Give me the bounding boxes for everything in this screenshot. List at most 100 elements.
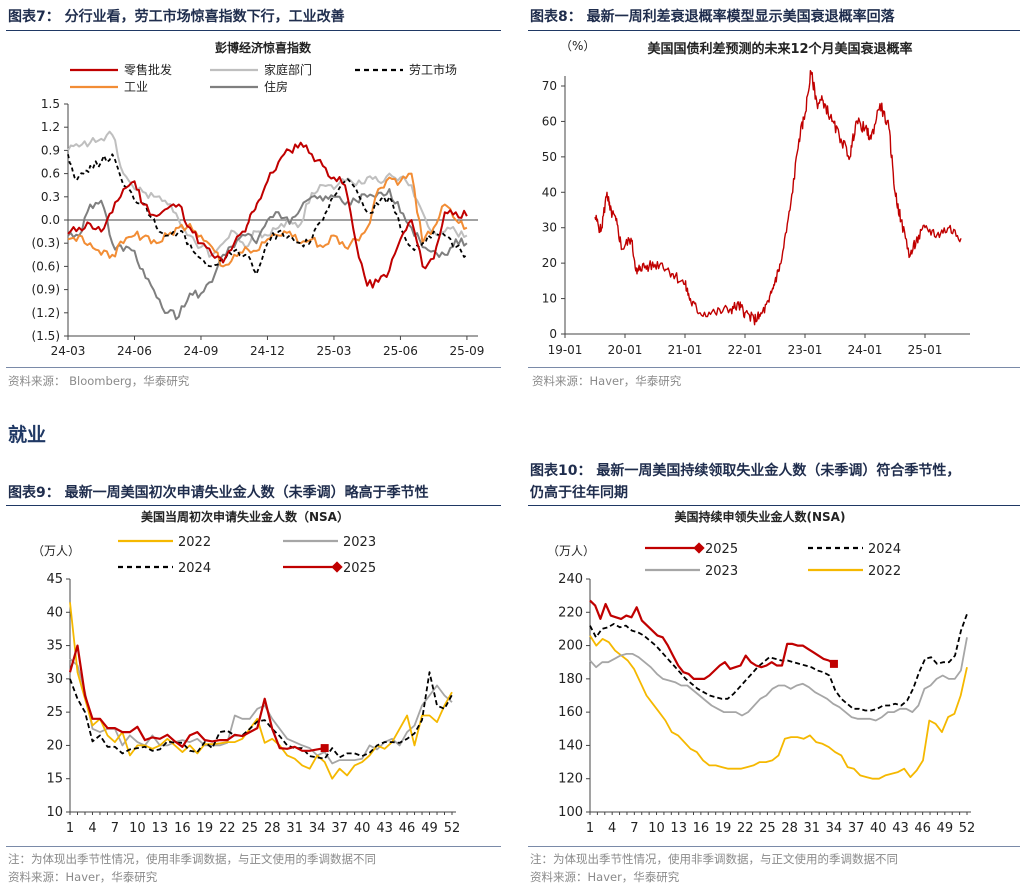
x-tick-label: 4 [88,821,96,836]
y-tick-label: (1.5) [32,329,60,343]
x-tick-label: 13 [152,821,169,836]
x-tick-label: 49 [937,821,954,836]
x-tick-label: 22 [219,821,236,836]
x-tick-label: 28 [264,821,281,836]
y-tick-label: 120 [558,772,583,787]
y-tick-label: 240 [558,572,583,587]
legend-label-2022: 2022 [868,564,901,579]
figure-10-note: 注：为体现出季节性情况，使用非季调数据，与正文使用的季调数据不同 [530,852,898,866]
chart-title: 美国持续申领失业金人数(NSA) [675,509,846,524]
x-tick-label: 7 [630,821,638,836]
y-tick-label: 15 [46,772,63,787]
x-tick-label: 22-01 [728,343,763,357]
series-line-2025 [68,644,325,752]
series-line-retail [67,141,468,289]
x-tick-label: 28 [781,821,798,836]
y-tick-label: 60 [542,114,557,128]
x-tick-label: 10 [648,821,665,836]
figure-7-title: 图表7： 分行业看，劳工市场惊喜指数下行，工业改善 [8,9,345,25]
x-tick-label: 24-06 [117,344,152,358]
y-tick-label: 45 [46,572,63,587]
legend-label-housing: 住房 [264,79,288,94]
legend-label-2025: 2025 [705,542,738,557]
figure-10-title-rule [528,505,1020,506]
y-tick-label: 10 [46,805,63,820]
legend-marker-2025 [693,542,705,554]
legend-label-2024: 2024 [868,542,901,557]
x-tick-label: 23-01 [788,343,823,357]
series-line-2024 [589,613,968,712]
figure-10-title-line2: 仍高于往年同期 [530,485,628,501]
figure-7-bottom-rule [6,367,501,368]
figure-9-note: 注：为体现出季节性情况，使用非季调数据，与正文使用的季调数据不同 [8,852,376,866]
x-tick-label: 46 [399,821,416,836]
y-tick-label: 30 [542,221,557,235]
figure-10-bottom-rule [528,846,1020,847]
x-tick-label: 19 [197,821,214,836]
y-unit-label: （万人） [32,544,80,558]
x-tick-label: 20-01 [608,343,643,357]
series-line-housing [67,188,468,321]
x-tick-label: 7 [111,821,119,836]
figure-10-title-line1: 图表10： 最新一周美国持续领取失业金人数（未季调）符合季节性， [530,463,961,479]
figure-8-title: 图表8： 最新一周利差衰退概率模型显示美国衰退概率回落 [530,9,895,25]
x-tick-label: 43 [376,821,393,836]
x-tick-label: 16 [174,821,191,836]
y-tick-label: 0.3 [41,190,60,204]
x-tick-label: 19-01 [548,343,583,357]
x-tick-label: 13 [670,821,687,836]
y-tick-label: 220 [558,605,583,620]
figure-9-source: 资料来源：Haver，华泰研究 [8,870,158,884]
x-tick-label: 25-09 [449,344,484,358]
y-tick-label: 20 [542,256,557,270]
y-tick-label: 1.2 [41,120,60,134]
y-tick-label: 0.0 [41,213,60,227]
legend-label-2023: 2023 [343,535,376,550]
x-tick-label: 34 [826,821,843,836]
x-tick-label: 25-03 [317,344,352,358]
series-line-household [67,130,468,258]
y-tick-label: (0.6) [32,259,60,273]
y-tick-label: 140 [558,738,583,753]
x-tick-label: 46 [914,821,931,836]
y-tick-label: 20 [46,738,63,753]
series-line-2022 [69,602,453,780]
series-line-2023 [69,658,453,765]
series-line-labor [67,153,468,275]
y-tick-label: 40 [542,185,557,199]
y-tick-label: 30 [46,672,63,687]
x-tick-label: 1 [586,821,594,836]
legend-label-2024: 2024 [178,561,211,576]
x-tick-label: 24-12 [250,344,285,358]
figure-9-title-rule [6,505,501,506]
x-tick-label: 49 [421,821,438,836]
legend-label-2023: 2023 [705,564,738,579]
x-tick-label: 10 [129,821,146,836]
y-tick-label: 25 [46,705,63,720]
x-tick-label: 21-01 [668,343,703,357]
y-tick-label: 0.6 [41,167,60,181]
y-tick-label: (0.3) [32,236,60,250]
series-line-industry [67,172,468,268]
y-tick-label: 40 [46,605,63,620]
y-tick-label: (0.9) [32,283,60,297]
x-tick-label: 24-01 [848,343,883,357]
figure-10-source: 资料来源：Haver，华泰研究 [530,870,680,884]
figure-7-title-rule [6,30,501,31]
figure-9-bottom-rule [6,846,501,847]
legend-label-retail: 零售批发 [124,62,172,77]
y-unit-label: （%） [560,39,595,53]
x-tick-label: 22 [737,821,754,836]
y-tick-label: 200 [558,639,583,654]
y-tick-label: 100 [558,805,583,820]
x-tick-label: 40 [354,821,371,836]
legend-label-2025: 2025 [343,561,376,576]
series-end-marker-2025 [320,744,329,753]
series-line-2025 [589,599,835,680]
x-tick-label: 25-06 [383,344,418,358]
series-line-recession-probability [594,70,962,326]
series-end-marker-2025 [829,659,838,668]
series-line-2022 [589,635,968,780]
chart-title: 彭博经济惊喜指数 [215,40,312,55]
